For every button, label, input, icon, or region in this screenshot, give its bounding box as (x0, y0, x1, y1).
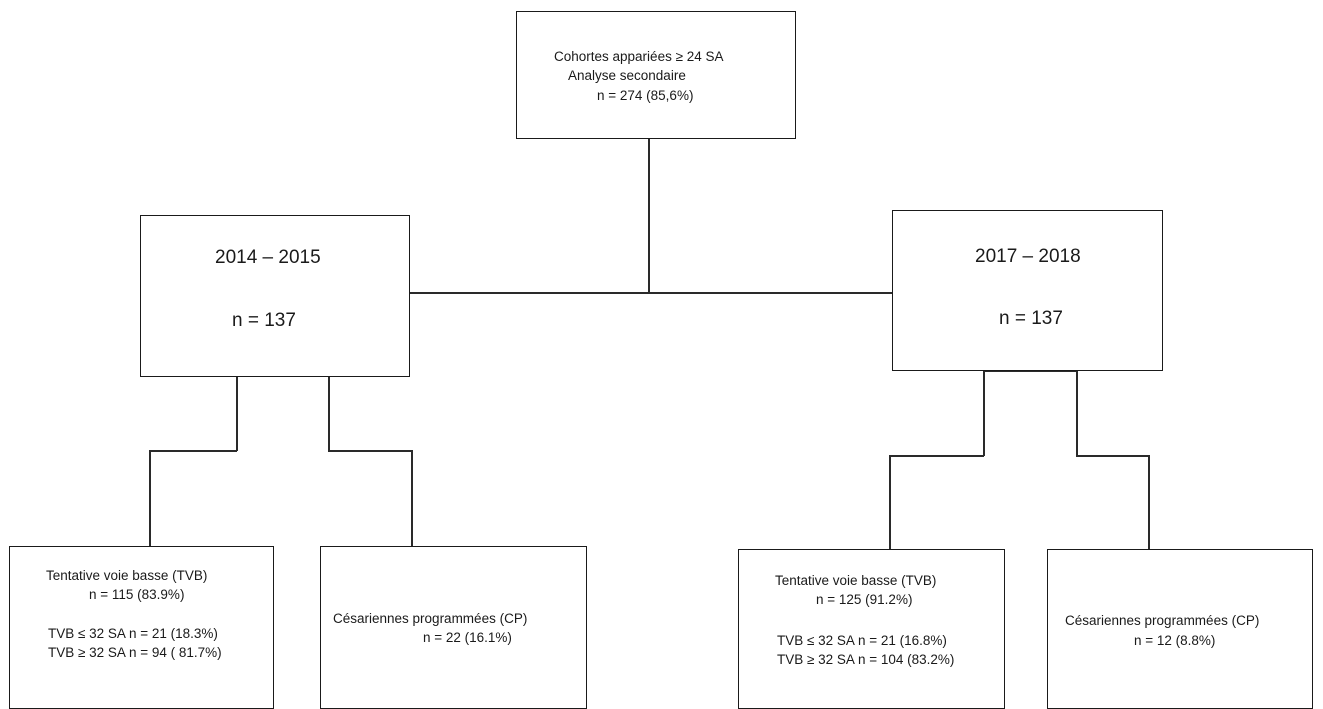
right-tvb-n: n = 125 (91.2%) (816, 592, 913, 607)
right-tvb-ge32: TVB ≥ 32 SA n = 104 (83.2%) (777, 652, 955, 667)
right-cp-box: Césariennes programmées (CP) n = 12 (8.8… (1047, 549, 1313, 709)
connector-left-cp-vertical-bottom (411, 450, 413, 546)
connector-right-cp-vertical-top (1076, 370, 1078, 456)
right-tvb-le32: TVB ≤ 32 SA n = 21 (16.8%) (777, 633, 947, 648)
left-tvb-n: n = 115 (83.9%) (89, 587, 185, 602)
right-cp-n: n = 12 (8.8%) (1134, 633, 1216, 648)
connector-horizontal (409, 292, 892, 294)
left-cp-n: n = 22 (16.1%) (423, 630, 512, 645)
root-line-3: n = 274 (85,6%) (597, 88, 694, 103)
left-tvb-title: Tentative voie basse (TVB) (46, 568, 208, 583)
right-tvb-title: Tentative voie basse (TVB) (775, 573, 937, 588)
left-cohort-period: 2014 – 2015 (215, 247, 321, 268)
connector-left-tvb-vertical-bottom (149, 450, 151, 546)
root-cohort-box: Cohortes appariées ≥ 24 SA Analyse secon… (516, 11, 796, 139)
connector-root-down (648, 138, 650, 293)
connector-left-cp-vertical-top (328, 376, 330, 451)
root-line-1: Cohortes appariées ≥ 24 SA (554, 49, 724, 64)
connector-right-cp-horizontal (1076, 455, 1149, 457)
left-tvb-box: Tentative voie basse (TVB) n = 115 (83.9… (9, 546, 274, 709)
connector-right-tvb-horizontal (889, 455, 984, 457)
right-cohort-period: 2017 – 2018 (975, 246, 1081, 267)
root-line-2: Analyse secondaire (568, 68, 686, 83)
connector-right-tvb-vertical-top (983, 370, 985, 456)
connector-right-tvb-vertical-bottom (889, 455, 891, 550)
connector-left-cp-horizontal (328, 450, 412, 452)
connector-right-base (983, 370, 1078, 372)
left-tvb-ge32: TVB ≥ 32 SA n = 94 ( 81.7%) (48, 645, 222, 660)
right-cp-title: Césariennes programmées (CP) (1065, 613, 1260, 628)
left-cp-box: Césariennes programmées (CP) n = 22 (16.… (320, 546, 587, 709)
connector-right-cp-vertical-bottom (1148, 455, 1150, 550)
left-cohort-n: n = 137 (232, 310, 296, 331)
right-cohort-n: n = 137 (999, 308, 1063, 329)
connector-left-tvb-vertical-top (236, 376, 238, 451)
connector-left-tvb-horizontal (149, 450, 237, 452)
left-cp-title: Césariennes programmées (CP) (333, 611, 528, 626)
right-tvb-box: Tentative voie basse (TVB) n = 125 (91.2… (738, 549, 1005, 709)
left-cohort-box: 2014 – 2015 n = 137 (140, 215, 410, 377)
left-tvb-le32: TVB ≤ 32 SA n = 21 (18.3%) (48, 626, 218, 641)
right-cohort-box: 2017 – 2018 n = 137 (892, 210, 1163, 371)
